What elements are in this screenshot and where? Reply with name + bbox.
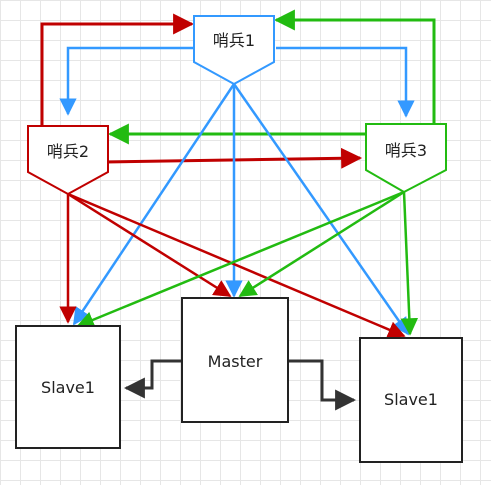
edge-master-to-slave-left bbox=[123, 359, 182, 399]
master-label: Master bbox=[208, 352, 263, 371]
edge-s1-to-s2 bbox=[59, 46, 194, 116]
sentinel2-label: 哨兵2 bbox=[47, 142, 89, 161]
slave-left-node[interactable]: Slave1 bbox=[15, 325, 121, 449]
edge-s3-to-s1 bbox=[273, 9, 436, 124]
edge-s2-to-s1 bbox=[40, 13, 195, 126]
sentinel1-label: 哨兵1 bbox=[213, 31, 255, 50]
edge-s2-to-master bbox=[67, 192, 232, 298]
edge-s1-to-slave-left bbox=[72, 83, 236, 326]
edge-s2-to-slave-right bbox=[67, 192, 406, 338]
master-node[interactable]: Master bbox=[181, 297, 289, 423]
sentinel2-node[interactable]: 哨兵2 bbox=[27, 125, 109, 196]
edge-s1-to-s3 bbox=[276, 46, 415, 118]
edge-s3-to-slave-left bbox=[76, 190, 405, 329]
edge-s3-to-slave-right bbox=[400, 191, 419, 336]
slave-right-node[interactable]: Slave1 bbox=[359, 337, 463, 463]
edge-s3-to-master bbox=[238, 190, 405, 298]
sentinel3-label: 哨兵3 bbox=[385, 141, 427, 160]
sentinel1-node[interactable]: 哨兵1 bbox=[193, 15, 275, 86]
slave-left-label: Slave1 bbox=[41, 378, 95, 397]
slave-right-label: Slave1 bbox=[384, 390, 438, 409]
edge-master-to-slave-right bbox=[288, 359, 357, 411]
sentinel3-node[interactable]: 哨兵3 bbox=[365, 123, 447, 194]
edge-s1-to-slave-right bbox=[232, 83, 410, 336]
